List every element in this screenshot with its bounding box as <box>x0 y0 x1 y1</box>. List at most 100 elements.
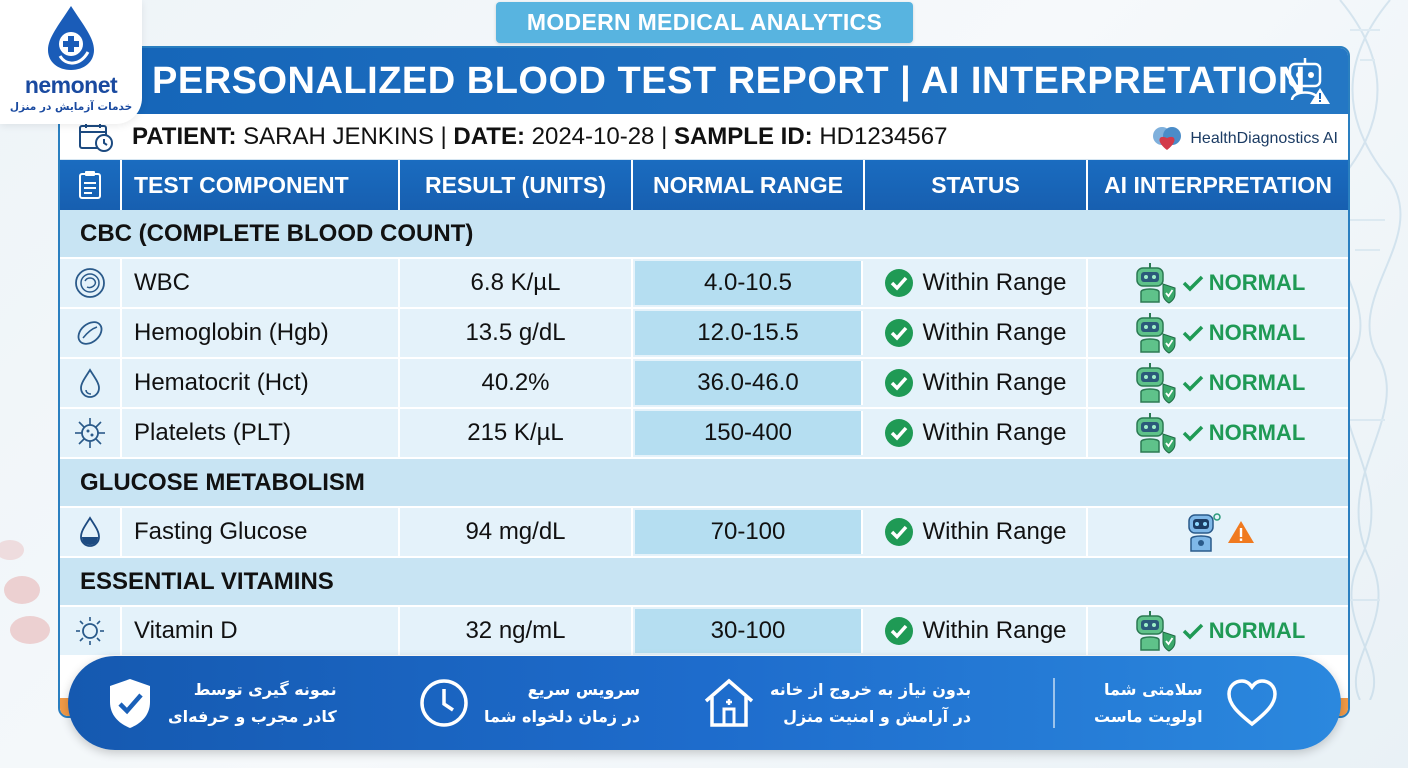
row-icon-cell <box>60 259 122 307</box>
water-drop-plus-icon <box>48 6 94 70</box>
home-icon <box>704 678 754 727</box>
status-text: Within Range <box>922 269 1067 296</box>
header-ai-interpretation[interactable]: AI INTERPRETATION <box>1104 171 1332 198</box>
page-title: PERSONALIZED BLOOD TEST REPORT | AI INTE… <box>152 59 1306 102</box>
brand-logo[interactable]: nemonet خدمات آزمایش در منزل <box>0 0 142 124</box>
robot-shield-icon <box>1135 611 1176 652</box>
table-row[interactable]: Platelets (PLT) 215 K/µL 150-400 Within … <box>60 409 1348 459</box>
table-row[interactable]: Fasting Glucose 94 mg/dL 70-100 Within R… <box>60 508 1348 558</box>
section-title: ESSENTIAL VITAMINS <box>60 558 1348 607</box>
section-title: CBC (COMPLETE BLOOD COUNT) <box>60 210 1348 259</box>
check-mark-icon <box>1182 325 1203 342</box>
test-component: Vitamin D <box>122 607 400 655</box>
check-circle-icon <box>885 269 914 297</box>
check-mark-icon <box>1182 275 1203 292</box>
test-component: Fasting Glucose <box>122 508 400 556</box>
footer-line: بدون نیاز به خروج از خانه <box>770 680 972 699</box>
row-icon-cell <box>60 309 122 357</box>
heart-icon <box>1226 679 1277 727</box>
glucose-drop-icon <box>80 516 100 547</box>
status-text: Within Range <box>922 319 1067 346</box>
clipboard-icon <box>79 171 101 199</box>
test-component: Hematocrit (Hct) <box>122 359 400 407</box>
table-row[interactable]: Hemoglobin (Hgb) 13.5 g/dL 12.0-15.5 Wit… <box>60 309 1348 359</box>
provider-name: HealthDiagnostics AI <box>1190 130 1338 147</box>
patient-name: SARAH JENKINS <box>243 122 434 150</box>
footer-line: در آرامش و امنیت منزل <box>783 707 972 726</box>
footer-line: کادر مجرب و حرفه‌ای <box>168 707 337 726</box>
robot-icon <box>1188 513 1221 552</box>
footer-line: نمونه گیری توسط <box>193 680 337 699</box>
test-result: 32 ng/mL <box>400 607 633 655</box>
ai-verdict: NORMAL <box>1208 370 1306 395</box>
patient-label: PATIENT: <box>132 122 237 150</box>
header-normal-range[interactable]: NORMAL RANGE <box>633 160 865 210</box>
title-bar: PERSONALIZED BLOOD TEST REPORT | AI INTE… <box>60 48 1348 114</box>
status-cell: Within Range <box>865 409 1088 457</box>
normal-range: 12.0-15.5 <box>635 311 863 355</box>
blood-cells-decoration-icon <box>0 540 50 644</box>
status-text: Within Range <box>922 617 1067 644</box>
check-circle-icon <box>885 369 914 397</box>
test-component: WBC <box>122 259 400 307</box>
patient-info-bar: PATIENT: SARAH JENKINS | DATE: 2024-10-2… <box>60 114 1348 160</box>
ai-interpretation-cell <box>1088 508 1348 556</box>
table-row[interactable]: Vitamin D 32 ng/mL 30-100 Within Range <box>60 607 1348 657</box>
check-mark-icon <box>1182 425 1203 442</box>
shield-check-icon <box>110 679 150 728</box>
test-result: 40.2% <box>400 359 633 407</box>
test-result: 94 mg/dL <box>400 508 633 556</box>
normal-range: 70-100 <box>635 510 863 554</box>
brand-tagline: خدمات آزمایش در منزل <box>9 101 133 113</box>
header-test-component[interactable]: TEST COMPONENT <box>122 160 400 210</box>
footer-line: سرویس سریع <box>527 680 641 699</box>
top-badge: MODERN MEDICAL ANALYTICS <box>496 2 913 43</box>
patient-details: PATIENT: SARAH JENKINS | DATE: 2024-10-2… <box>132 123 947 151</box>
robot-shield-icon <box>1135 313 1176 354</box>
date-label: DATE: <box>453 122 525 150</box>
footer-item[interactable]: سلامتی شما اولویت ماست <box>1094 656 1279 750</box>
header-icon-cell <box>60 160 122 210</box>
ai-interpretation-cell: NORMAL <box>1088 309 1348 357</box>
footer-divider <box>1053 678 1055 728</box>
ai-interpretation-cell: NORMAL <box>1088 359 1348 407</box>
red-blood-cell-icon <box>77 321 103 345</box>
row-icon-cell <box>60 607 122 655</box>
row-icon-cell <box>60 409 122 457</box>
virus-icon <box>75 418 105 448</box>
sample-label: SAMPLE ID: <box>673 122 813 150</box>
status-cell: Within Range <box>865 508 1088 556</box>
status-text: Within Range <box>922 419 1067 446</box>
table-row[interactable]: Hematocrit (Hct) 40.2% 36.0-46.0 Within … <box>60 359 1348 409</box>
report-card: PERSONALIZED BLOOD TEST REPORT | AI INTE… <box>58 46 1350 718</box>
table-row[interactable]: WBC 6.8 K/µL 4.0-10.5 Within Range <box>60 259 1348 309</box>
header-result[interactable]: RESULT (UNITS) <box>400 160 633 210</box>
calendar-clock-icon <box>79 122 113 152</box>
footer-item[interactable]: سرویس سریع در زمان دلخواه شما <box>418 656 640 750</box>
normal-range: 4.0-10.5 <box>635 261 863 305</box>
droplet-icon <box>80 368 100 398</box>
ai-interpretation-cell: NORMAL <box>1088 409 1348 457</box>
brain-heart-icon <box>1153 127 1182 150</box>
cell-icon <box>75 268 105 298</box>
header-status[interactable]: STATUS <box>865 160 1088 210</box>
footer-line: اولویت ماست <box>1094 707 1203 726</box>
status-cell: Within Range <box>865 309 1088 357</box>
sun-icon <box>76 617 104 645</box>
footer-item[interactable]: نمونه گیری توسط کادر مجرب و حرفه‌ای <box>106 656 337 750</box>
status-text: Within Range <box>922 369 1067 396</box>
ai-verdict: NORMAL <box>1208 320 1306 345</box>
sample-id: HD1234567 <box>819 122 948 150</box>
footer-item[interactable]: بدون نیاز به خروج از خانه در آرامش و امن… <box>702 656 971 750</box>
test-result: 6.8 K/µL <box>400 259 633 307</box>
report-date: 2024-10-28 <box>531 122 655 150</box>
check-circle-icon <box>885 419 914 447</box>
clock-icon <box>420 679 468 727</box>
robot-shield-icon <box>1135 363 1176 404</box>
test-component: Hemoglobin (Hgb) <box>122 309 400 357</box>
separator: | <box>440 122 447 150</box>
row-icon-cell <box>60 508 122 556</box>
ai-interpretation-cell: NORMAL <box>1088 607 1348 655</box>
footer-line: در زمان دلخواه شما <box>484 707 641 726</box>
separator: | <box>661 122 668 150</box>
